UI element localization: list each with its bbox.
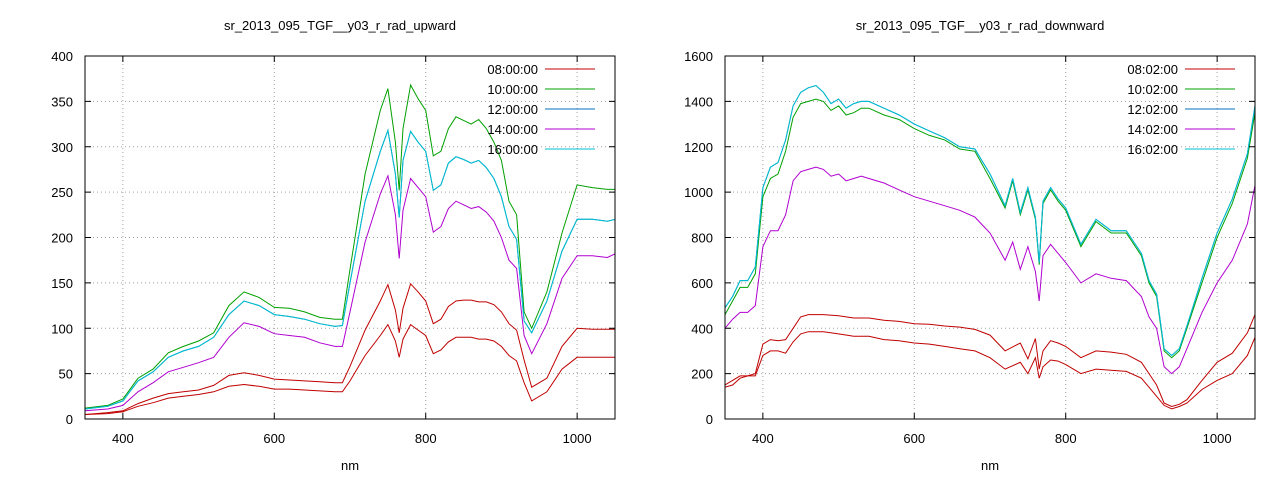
y-tick-label: 1400 [684, 94, 713, 109]
x-tick-label: 1000 [563, 431, 592, 446]
series-line-1 [725, 314, 1255, 408]
y-tick-label: 0 [66, 412, 73, 427]
chart-title: sr_2013_095_TGF__y03_r_rad_upward [224, 18, 456, 33]
y-tick-label: 800 [691, 231, 713, 246]
legend-label: 14:00:00 [487, 122, 538, 137]
legend-label: 12:02:00 [1127, 102, 1178, 117]
legend-label: 10:00:00 [487, 82, 538, 97]
series-line-0 [85, 323, 615, 415]
legend-label: 16:02:00 [1127, 142, 1178, 157]
x-axis-label: nm [981, 458, 999, 473]
y-tick-label: 100 [51, 321, 73, 336]
y-tick-label: 1200 [684, 140, 713, 155]
grid-lines [85, 56, 615, 419]
series-group [85, 83, 615, 415]
y-tick-label: 1600 [684, 49, 713, 64]
series-line-2 [85, 83, 615, 409]
legend: 08:02:00 10:02:00 12:02:00 14:02:00 16:02:00 [1127, 62, 1235, 157]
y-tick-label: 600 [691, 276, 713, 291]
legend: 08:00:00 10:00:00 12:00:00 14:00:00 16:00:00 [487, 62, 595, 157]
series-line-5 [725, 84, 1255, 357]
y-tick-label: 200 [691, 367, 713, 382]
axis-ticks: 0 200 400 600 800 1000 1200 1400 1600 400 600 800 10… [684, 49, 1255, 446]
downward-radiance-chart: 0 200 400 600 800 1000 1200 1400 1600 400 600 800 10… [640, 0, 1280, 480]
legend-label: 08:00:00 [487, 62, 538, 77]
x-tick-label: 1000 [1203, 431, 1232, 446]
downward-radiance-svg: 0 200 400 600 800 1000 1200 1400 1600 400 600 800 10… [684, 18, 1256, 473]
y-tick-label: 200 [51, 231, 73, 246]
y-tick-label: 0 [706, 412, 713, 427]
series-line-4 [725, 166, 1255, 375]
y-tick-label: 350 [51, 94, 73, 109]
chart-title: sr_2013_095_TGF__y03_r_rad_downward [856, 18, 1105, 33]
series-line-0 [725, 331, 1255, 410]
legend-label: 14:02:00 [1127, 122, 1178, 137]
legend-label: 10:02:00 [1127, 82, 1178, 97]
series-line-5 [85, 128, 615, 410]
legend-label: 12:00:00 [487, 102, 538, 117]
series-line-4 [85, 174, 615, 412]
x-tick-label: 800 [1055, 431, 1077, 446]
grid-lines [725, 56, 1255, 419]
x-tick-label: 400 [112, 431, 134, 446]
upward-radiance-chart: 0 50 100 150 200 250 300 350 400 400 600 800 1000 sr_… [51, 18, 616, 473]
legend-label: 16:00:00 [487, 142, 538, 157]
x-tick-label: 600 [263, 431, 285, 446]
y-tick-label: 400 [691, 321, 713, 336]
legend-label: 08:02:00 [1127, 62, 1178, 77]
y-tick-label: 50 [59, 367, 73, 382]
y-tick-label: 1000 [684, 185, 713, 200]
series-line-1 [85, 282, 615, 415]
series-group [725, 84, 1255, 410]
x-tick-label: 600 [903, 431, 925, 446]
y-tick-label: 300 [51, 140, 73, 155]
y-tick-label: 250 [51, 185, 73, 200]
x-axis-label: nm [341, 458, 359, 473]
axis-ticks: 0 50 100 150 200 250 300 350 400 400 600 800 1000 [51, 49, 615, 446]
upward-radiance-svg: 0 50 100 150 200 250 300 350 400 400 600 800 1000 sr_… [51, 18, 616, 473]
x-tick-label: 400 [752, 431, 774, 446]
y-tick-label: 400 [51, 49, 73, 64]
y-tick-label: 150 [51, 276, 73, 291]
x-tick-label: 800 [415, 431, 437, 446]
series-line-2 [725, 98, 1255, 359]
